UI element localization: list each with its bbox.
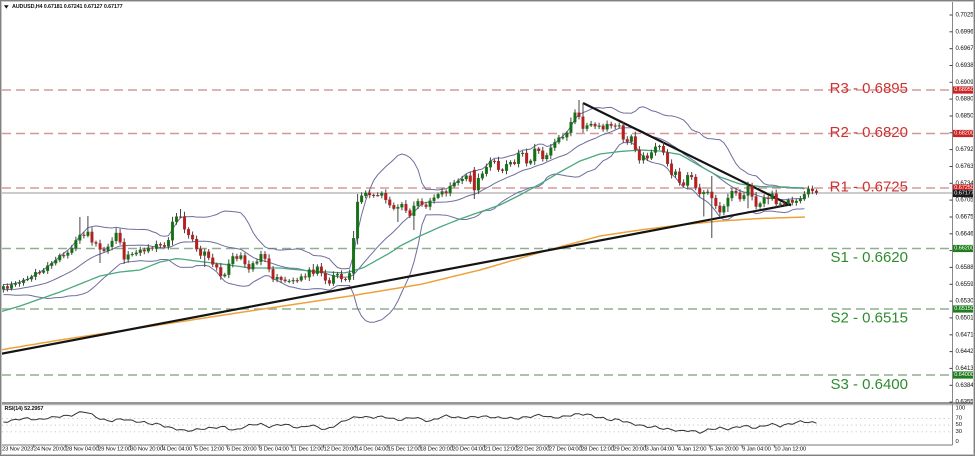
svg-text:27 Dec 04:00: 27 Dec 04:00 xyxy=(549,447,583,453)
svg-text:0.69380: 0.69380 xyxy=(956,62,975,69)
svg-text:0.67630: 0.67630 xyxy=(956,163,975,170)
svg-text:100: 100 xyxy=(956,405,967,411)
svg-text:11 Dec 12:00: 11 Dec 12:00 xyxy=(291,447,324,453)
svg-text:R3 - 0.6895: R3 - 0.6895 xyxy=(830,80,908,97)
svg-text:S3 - 0.6400: S3 - 0.6400 xyxy=(830,376,908,393)
svg-text:0.68200: 0.68200 xyxy=(954,131,974,137)
svg-text:0.65150: 0.65150 xyxy=(954,306,974,312)
svg-text:0.65880: 0.65880 xyxy=(956,264,975,271)
svg-text:0.69670: 0.69670 xyxy=(956,45,975,52)
svg-text:0.65300: 0.65300 xyxy=(956,298,975,305)
svg-text:10 Jan 12:00: 10 Jan 12:00 xyxy=(774,447,807,453)
svg-text:14 Dec 04:00: 14 Dec 04:00 xyxy=(356,447,390,453)
svg-text:0.67250: 0.67250 xyxy=(954,185,974,191)
svg-text:0.68505: 0.68505 xyxy=(956,113,975,120)
svg-text:0.70255: 0.70255 xyxy=(956,12,975,19)
svg-text:0.67177: 0.67177 xyxy=(954,191,974,197)
svg-text:28 Dec 12:00: 28 Dec 12:00 xyxy=(581,447,615,453)
svg-text:R1 - 0.6725: R1 - 0.6725 xyxy=(830,179,908,196)
svg-text:0.68950: 0.68950 xyxy=(954,87,974,93)
svg-text:0.64715: 0.64715 xyxy=(956,331,975,338)
svg-text:0.65010: 0.65010 xyxy=(956,314,975,321)
svg-text:28 Nov 04:00: 28 Nov 04:00 xyxy=(66,447,100,453)
svg-text:R2 - 0.6820: R2 - 0.6820 xyxy=(830,124,908,141)
svg-text:0.66465: 0.66465 xyxy=(956,230,975,237)
svg-text:5 Jan 20:00: 5 Jan 20:00 xyxy=(710,447,740,453)
svg-text:50: 50 xyxy=(956,422,963,428)
svg-text:0.67925: 0.67925 xyxy=(956,146,975,153)
svg-text:0.63550: 0.63550 xyxy=(956,399,975,406)
svg-text:21 Dec 12:00: 21 Dec 12:00 xyxy=(485,447,519,453)
svg-text:RSI(14) 52.2957: RSI(14) 52.2957 xyxy=(5,406,44,412)
svg-text:15 Dec 12:00: 15 Dec 12:00 xyxy=(388,447,422,453)
svg-text:4 Jan 12:00: 4 Jan 12:00 xyxy=(678,447,708,453)
svg-text:S1 - 0.6620: S1 - 0.6620 xyxy=(830,249,908,266)
svg-text:30 Nov 20:00: 30 Nov 20:00 xyxy=(130,447,164,453)
svg-text:30: 30 xyxy=(956,429,963,435)
svg-text:5 Dec 12:00: 5 Dec 12:00 xyxy=(195,447,225,453)
svg-text:S2 - 0.6515: S2 - 0.6515 xyxy=(830,310,908,327)
svg-text:0.69965: 0.69965 xyxy=(956,28,975,35)
svg-text:0.69090: 0.69090 xyxy=(956,79,975,86)
svg-text:6 Dec 20:00: 6 Dec 20:00 xyxy=(227,447,257,453)
svg-text:0.66755: 0.66755 xyxy=(956,214,975,221)
svg-text:0.65590: 0.65590 xyxy=(956,281,975,288)
svg-text:0.63840: 0.63840 xyxy=(956,382,975,389)
svg-text:0.64000: 0.64000 xyxy=(954,372,974,378)
svg-text:12 Dec 20:00: 12 Dec 20:00 xyxy=(324,447,358,453)
svg-text:0.64425: 0.64425 xyxy=(956,348,975,355)
svg-text:0: 0 xyxy=(956,439,960,445)
svg-text:22 Dec 20:00: 22 Dec 20:00 xyxy=(517,447,551,453)
svg-text:70: 70 xyxy=(956,415,963,421)
svg-text:29 Dec 20:00: 29 Dec 20:00 xyxy=(613,447,647,453)
svg-text:0.66200: 0.66200 xyxy=(954,246,974,252)
svg-text:4 Dec 04:00: 4 Dec 04:00 xyxy=(163,447,193,453)
svg-text:8 Dec 04:00: 8 Dec 04:00 xyxy=(259,447,289,453)
svg-text:3 Jan 04:00: 3 Jan 04:00 xyxy=(646,447,676,453)
svg-text:18 Dec 20:00: 18 Dec 20:00 xyxy=(420,447,454,453)
svg-text:23 Nov 2023: 23 Nov 2023 xyxy=(2,447,34,453)
svg-text:0.68800: 0.68800 xyxy=(956,96,975,103)
svg-text:0.67050: 0.67050 xyxy=(956,197,975,204)
svg-text:AUDUSD,H4 0.67181 0.67241 0.6: AUDUSD,H4 0.67181 0.67241 0.67127 0.6717… xyxy=(12,4,123,10)
svg-text:20 Dec 04:00: 20 Dec 04:00 xyxy=(452,447,486,453)
svg-text:29 Nov 12:00: 29 Nov 12:00 xyxy=(98,447,132,453)
svg-text:0.64135: 0.64135 xyxy=(956,365,975,372)
svg-text:9 Jan 04:00: 9 Jan 04:00 xyxy=(742,447,772,453)
svg-text:24 Nov 20:00: 24 Nov 20:00 xyxy=(34,447,68,453)
svg-text:0.67340: 0.67340 xyxy=(956,180,975,187)
